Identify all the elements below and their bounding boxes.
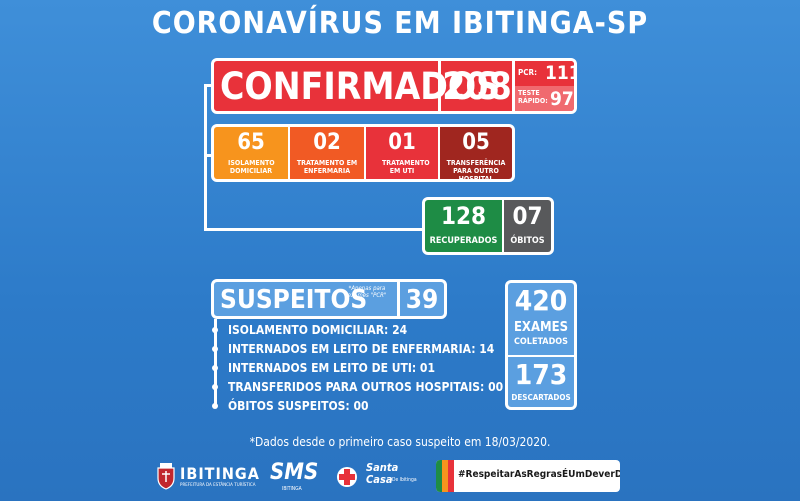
ibitinga-name: IBITINGA bbox=[180, 464, 260, 483]
sms-sub: IBITINGA bbox=[282, 486, 302, 492]
pcr-row: PCR: 111 bbox=[515, 61, 574, 85]
bullet-3 bbox=[212, 365, 218, 371]
obitos-box: 07 ÓBITOS bbox=[504, 200, 551, 252]
connector-h-confirmados bbox=[204, 84, 214, 87]
connector-vertical-main bbox=[204, 84, 207, 230]
ibitinga-logo: IBITINGA PREFEITURA DA ESTÂNCIA TURÍSTIC… bbox=[156, 462, 264, 492]
pcr-value: 111 bbox=[545, 62, 574, 84]
cross-icon bbox=[337, 467, 357, 487]
exames-coletados-box: 420 EXAMES COLETADOS bbox=[508, 283, 574, 355]
status-isolamento: 65 ISOLAMENTO DOMICILIAR bbox=[214, 127, 288, 179]
hashtag-stripe-1 bbox=[436, 460, 442, 492]
santa-casa-logo: Santa Casa De Ibitinga bbox=[336, 460, 428, 494]
bullet-4 bbox=[212, 384, 218, 390]
status-panel: 65 ISOLAMENTO DOMICILIAR 02 TRATAMENTO E… bbox=[211, 124, 515, 182]
descartados-value: 173 bbox=[514, 358, 568, 391]
confirmados-panel: CONFIRMADOS 208 PCR: 111 TESTE RÁPIDO: 9… bbox=[211, 58, 577, 114]
suspeitos-label: SUSPEITOS bbox=[220, 285, 368, 315]
descartados-label: DESCARTADOS bbox=[511, 393, 571, 402]
page-title: CORONAVÍRUS EM IBITINGA-SP bbox=[151, 6, 649, 41]
coat-of-arms-icon bbox=[157, 463, 175, 490]
status-uti-value: 01 bbox=[388, 130, 416, 155]
exames-coletados-label: COLETADOS bbox=[513, 337, 569, 347]
connector-h-status bbox=[204, 154, 214, 157]
confirmados-label: CONFIRMADOS bbox=[220, 65, 501, 108]
sms-text: SMS bbox=[270, 460, 319, 485]
suspeitos-value: 39 bbox=[405, 285, 439, 315]
footer-bar: IBITINGA PREFEITURA DA ESTÂNCIA TURÍSTIC… bbox=[150, 458, 630, 496]
bullet-2 bbox=[212, 346, 218, 352]
exames-value: 420 bbox=[514, 284, 568, 317]
connector-h-recuperados bbox=[204, 228, 426, 231]
suspeitos-connector bbox=[214, 319, 217, 405]
suspeitos-panel: SUSPEITOS *Apenas para exames "PCR" 39 bbox=[211, 279, 447, 319]
status-enfermaria-label: TRATAMENTO EM ENFERMARIA bbox=[296, 159, 358, 175]
suspeitos-note: *Apenas para exames "PCR" bbox=[347, 285, 387, 299]
confirmados-divider bbox=[438, 61, 441, 111]
suspeitos-divider bbox=[397, 282, 400, 316]
suspeitos-item-5: ÓBITOS SUSPEITOS: 00 bbox=[228, 399, 369, 413]
sms-logo: SMS IBITINGA bbox=[268, 460, 328, 494]
casa-text: Casa bbox=[366, 473, 393, 486]
recuperados-value: 128 bbox=[440, 202, 487, 230]
suspeitos-item-2: INTERNADOS EM LEITO DE ENFERMARIA: 14 bbox=[228, 342, 495, 356]
ibitinga-sub: PREFEITURA DA ESTÂNCIA TURÍSTICA bbox=[180, 483, 256, 488]
recuperados-panel: 128 RECUPERADOS 07 ÓBITOS bbox=[422, 197, 554, 255]
status-transferencia: 05 TRANSFERÊNCIA PARA OUTRO HOSPITAL bbox=[440, 127, 512, 179]
hashtag-box: #RespeitarAsRegrasÉUmDeverDeTodos bbox=[436, 460, 620, 492]
suspeitos-item-3: INTERNADOS EM LEITO DE UTI: 01 bbox=[228, 361, 435, 375]
casa-sub: De Ibitinga bbox=[392, 477, 417, 483]
hashtag-stripe-3 bbox=[448, 460, 454, 492]
status-transferencia-value: 05 bbox=[462, 130, 490, 155]
status-isolamento-value: 65 bbox=[237, 130, 265, 155]
status-transferencia-label: TRANSFERÊNCIA PARA OUTRO HOSPITAL bbox=[446, 159, 506, 182]
status-uti: 01 TRATAMENTO EM UTI bbox=[366, 127, 438, 179]
suspeitos-item-1: ISOLAMENTO DOMICILIAR: 24 bbox=[228, 323, 408, 337]
recuperados-label: RECUPERADOS bbox=[429, 236, 498, 246]
status-enfermaria: 02 TRATAMENTO EM ENFERMARIA bbox=[290, 127, 364, 179]
bullet-1 bbox=[212, 327, 218, 333]
confirmados-total: 208 bbox=[442, 65, 512, 108]
confirmados-divider-2 bbox=[512, 61, 515, 111]
suspeitos-item-4: TRANSFERIDOS PARA OUTROS HOSPITAIS: 00 bbox=[228, 380, 504, 394]
hashtag-stripe-2 bbox=[442, 460, 448, 492]
footnote: *Dados desde o primeiro caso suspeito em… bbox=[249, 435, 551, 449]
descartados-box: 173 DESCARTADOS bbox=[508, 357, 574, 407]
status-uti-label: TRATAMENTO EM UTI bbox=[382, 159, 430, 175]
santa-text: Santa bbox=[366, 461, 399, 474]
teste-value: 97 bbox=[550, 88, 574, 110]
obitos-value: 07 bbox=[512, 202, 543, 230]
exames-label: EXAMES bbox=[513, 320, 569, 335]
pcr-label: PCR: bbox=[518, 68, 537, 77]
teste-row: TESTE RÁPIDO: 97 bbox=[515, 86, 574, 111]
obitos-label: ÓBITOS bbox=[510, 236, 545, 246]
status-isolamento-label: ISOLAMENTO DOMICILIAR bbox=[228, 159, 275, 175]
hashtag-text: #RespeitarAsRegrasÉUmDeverDeTodos bbox=[458, 469, 620, 480]
recuperados-box: 128 RECUPERADOS bbox=[425, 200, 502, 252]
bullet-5 bbox=[212, 403, 218, 409]
status-enfermaria-value: 02 bbox=[313, 130, 341, 155]
teste-label: TESTE RÁPIDO: bbox=[518, 89, 548, 105]
exames-panel: 420 EXAMES COLETADOS 173 DESCARTADOS bbox=[505, 280, 577, 410]
